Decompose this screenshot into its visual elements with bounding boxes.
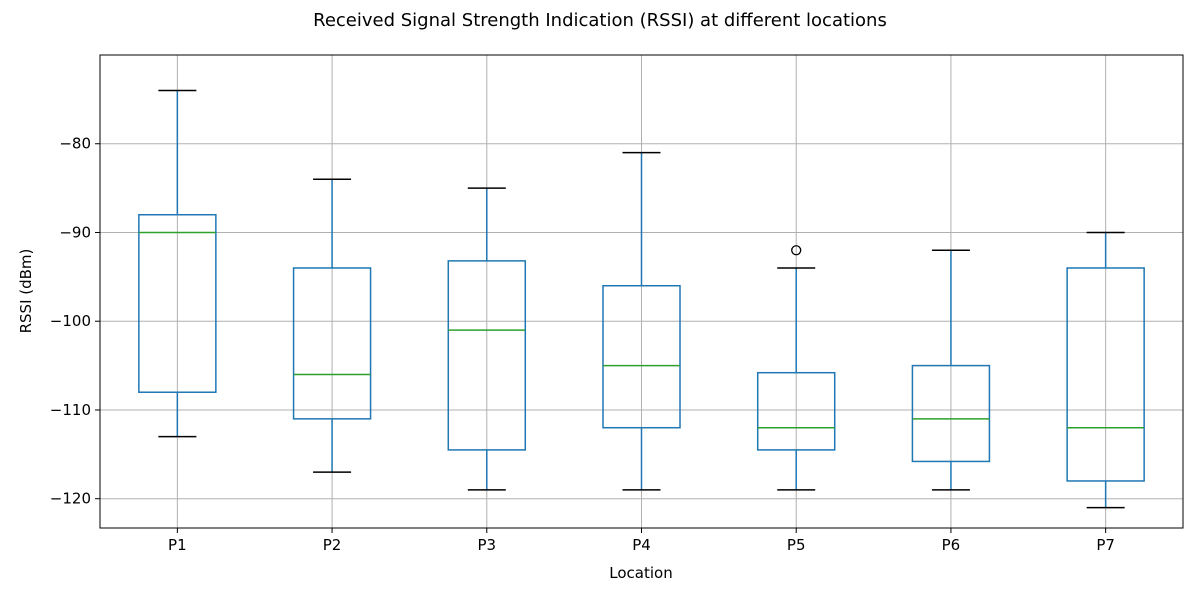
x-axis-label: Location	[609, 564, 672, 582]
box-p3	[447, 187, 527, 491]
iqr-box	[447, 260, 527, 451]
box-p5	[756, 245, 836, 491]
iqr-box	[292, 267, 372, 420]
boxes-layer	[138, 89, 1145, 509]
y-tick-label: −120	[50, 490, 91, 508]
iqr-box	[602, 284, 681, 429]
box-p2	[292, 178, 372, 473]
iqr-box	[138, 213, 217, 393]
x-tick-label: P3	[477, 536, 496, 554]
y-tick-label: −90	[59, 223, 91, 241]
iqr-box	[756, 371, 836, 451]
box-p7	[1066, 231, 1145, 509]
y-tick-label: −100	[50, 312, 91, 330]
y-tick-label: −80	[59, 135, 91, 153]
y-tick-label: −110	[50, 401, 91, 419]
x-tick-label: P4	[632, 536, 651, 554]
x-tick-label: P2	[323, 536, 342, 554]
outlier-point	[791, 245, 802, 256]
axis-ticks: P1 P2 P3 P4 P5 P6 P7 −80 −90 −100 −110 −120	[50, 135, 1115, 554]
box-p6	[911, 249, 991, 491]
x-tick-label: P1	[168, 536, 187, 554]
iqr-box	[911, 364, 991, 463]
box-p4	[602, 151, 681, 491]
x-tick-label: P7	[1096, 536, 1115, 554]
box-p1	[138, 89, 217, 438]
iqr-box	[1066, 267, 1145, 482]
x-tick-label: P5	[787, 536, 806, 554]
chart-title: Received Signal Strength Indication (RSS…	[313, 10, 887, 31]
x-tick-label: P6	[942, 536, 961, 554]
y-axis-label: RSSI (dBm)	[17, 249, 35, 334]
